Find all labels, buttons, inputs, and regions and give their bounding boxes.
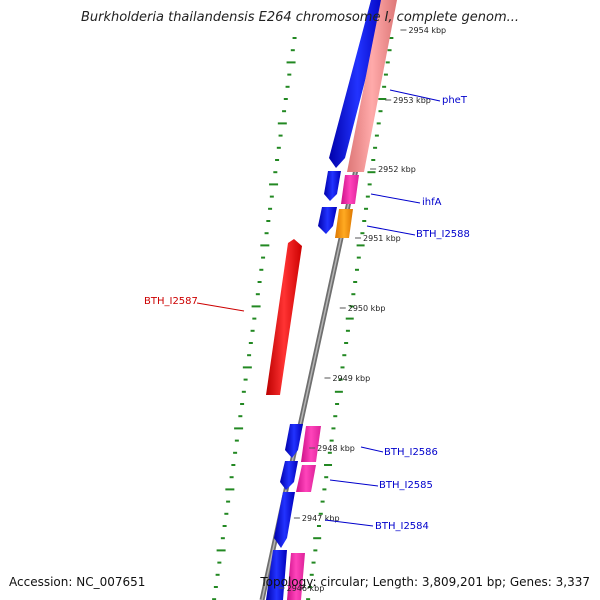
gene-label-BTH_I2584[interactable]: BTH_I2584 [375, 521, 429, 532]
gene-BTH_I2588[interactable] [335, 209, 353, 238]
gene-label-BTH_I2586[interactable]: BTH_I2586 [384, 447, 438, 458]
gene-label-BTH_I2587[interactable]: BTH_I2587 [144, 296, 198, 307]
position-tick-label: 2951 kbp [363, 234, 401, 243]
gene-label-pheT[interactable]: pheT [442, 95, 468, 106]
gene-ihfA[interactable] [341, 175, 359, 204]
gene-label-BTH_I2588[interactable]: BTH_I2588 [416, 229, 470, 240]
gene-ihfA-cds[interactable] [324, 171, 341, 201]
gene-BTH_I2584[interactable] [274, 492, 295, 548]
gene-unnamed-1[interactable] [318, 207, 337, 234]
map-title: Burkholderia thailandensis E264 chromoso… [80, 10, 520, 25]
position-tick-label: 2952 kbp [378, 165, 416, 174]
gene-BTH_I2585-cds[interactable] [280, 461, 298, 490]
gene-BTH_I2586[interactable] [301, 426, 321, 462]
gene-pheS[interactable] [329, 0, 386, 168]
gene-label-ihfA[interactable]: ihfA [422, 197, 442, 208]
position-tick-label: 2949 kbp [332, 374, 370, 383]
position-tick-label: 2948 kbp [317, 444, 355, 453]
position-tick-label: 2954 kbp [408, 26, 446, 35]
position-tick-label: 2950 kbp [348, 304, 386, 313]
gene-label-leaders [196, 89, 441, 527]
position-tick-label: 2946 kbp [287, 584, 325, 593]
gc-skew-track-left [212, 37, 297, 600]
genome-summary-text: Topology: circular; Length: 3,809,201 bp… [260, 575, 590, 589]
gene-BTH_I2585[interactable] [296, 465, 316, 492]
gene-labels: pheT ihfA BTH_I2588 BTH_I2587 BTH_I2586 … [144, 95, 470, 532]
gc-skew-track-right [306, 37, 394, 600]
gene-BTH_I2586-cds[interactable] [285, 424, 303, 458]
gene-pheT[interactable] [347, 0, 397, 172]
accession-text: Accession: NC_007651 [9, 575, 146, 589]
gene-BTH_I2587[interactable] [266, 239, 302, 395]
gene-label-BTH_I2585[interactable]: BTH_I2585 [379, 480, 433, 491]
position-ticks: 2954 kbp 2953 kbp 2952 kbp 2951 kbp 2950 kbp… [278, 26, 446, 593]
gene-unnamed-3[interactable] [287, 553, 305, 600]
position-tick-label: 2953 kbp [393, 96, 431, 105]
position-tick-label: 2947 kbp [302, 514, 340, 523]
